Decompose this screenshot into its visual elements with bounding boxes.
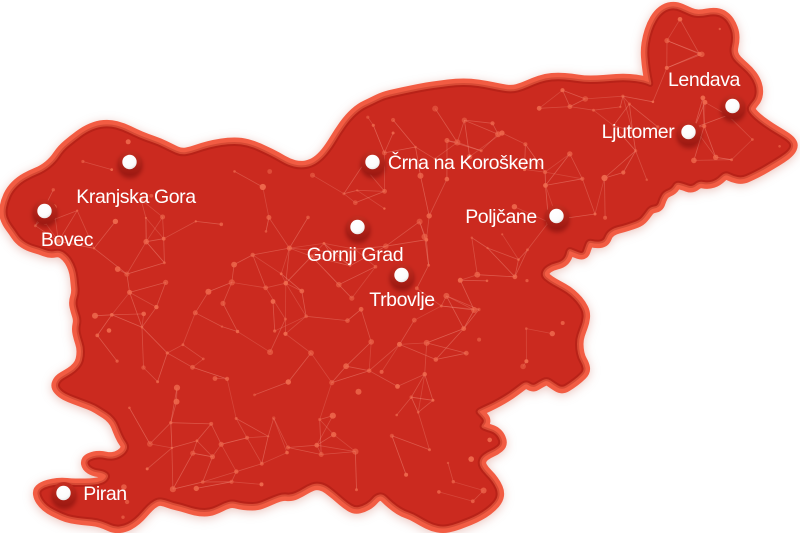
marker-center	[725, 98, 740, 114]
city-marker-ljutomer[interactable]	[676, 121, 702, 149]
city-labels: Bovec Kranjska Gora Piran Črna na Koroškem G…	[41, 69, 741, 505]
city-label-ljutomer: Ljutomer	[602, 121, 676, 143]
marker-center	[549, 208, 564, 224]
network-pattern	[33, 17, 781, 519]
city-label-trbovlje: Trbovlje	[369, 289, 434, 311]
city-marker-poljcane[interactable]	[544, 205, 570, 233]
marker-center	[365, 154, 380, 170]
city-label-piran: Piran	[83, 483, 127, 505]
city-label-lendava: Lendava	[668, 69, 741, 91]
city-label-gornji-grad: Gornji Grad	[307, 244, 403, 266]
city-marker-crna-na-koroskem[interactable]	[360, 151, 386, 179]
marker-center	[37, 203, 52, 219]
city-label-kranjska-gora: Kranjska Gora	[76, 186, 196, 208]
city-marker-trbovlje[interactable]	[389, 264, 415, 292]
city-marker-kranjska-gora[interactable]	[117, 151, 143, 179]
city-marker-gornji-grad[interactable]	[345, 216, 371, 244]
country-inner-edge	[3, 6, 794, 529]
marker-center	[681, 124, 696, 140]
marker-center	[122, 154, 137, 170]
city-label-bovec: Bovec	[41, 229, 94, 251]
marker-center	[350, 219, 365, 235]
marker-center	[394, 267, 409, 283]
city-label-crna-na-koroskem: Črna na Koroškem	[388, 151, 544, 174]
city-markers	[32, 95, 746, 510]
city-label-poljcane: Poljčane	[465, 206, 537, 228]
city-marker-lendava[interactable]	[720, 95, 746, 123]
city-marker-piran[interactable]	[51, 482, 77, 510]
city-marker-bovec[interactable]	[32, 200, 58, 228]
marker-center	[56, 485, 71, 501]
